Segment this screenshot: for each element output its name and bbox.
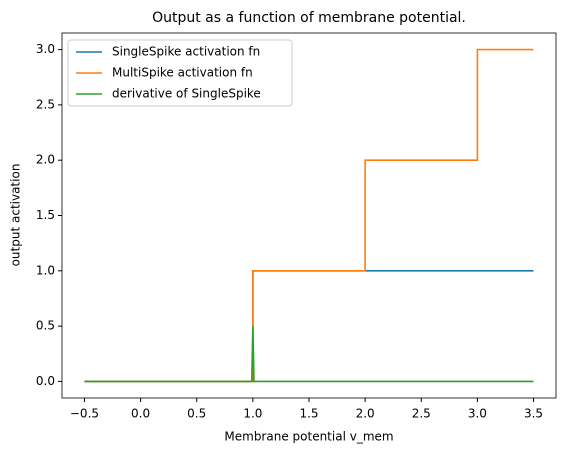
x-tick-label: 3.5 [524, 407, 543, 421]
legend-label: SingleSpike activation fn [112, 45, 260, 59]
y-tick-label: 1.0 [36, 263, 55, 277]
series-line [84, 270, 534, 383]
legend-label: MultiSpike activation fn [112, 66, 253, 80]
y-tick-label: 0.0 [36, 374, 55, 388]
x-tick-label: 0.5 [187, 407, 206, 421]
y-tick-label: 0.5 [36, 319, 55, 333]
x-tick-label: 3.0 [468, 407, 487, 421]
chart-title: Output as a function of membrane potenti… [152, 10, 466, 26]
x-tick-label: 0.0 [131, 407, 150, 421]
y-axis-label: output activation [9, 164, 23, 267]
x-axis-label: Membrane potential v_mem [224, 430, 393, 444]
x-tick-label: 2.0 [356, 407, 375, 421]
x-tick-label: 1.0 [243, 407, 262, 421]
plot-frame [61, 32, 557, 399]
series-line [84, 326, 534, 383]
y-tick-label: 2.5 [36, 97, 55, 111]
y-tick-label: 1.5 [36, 208, 55, 222]
y-tick-label: 3.0 [36, 42, 55, 56]
legend-box [67, 39, 293, 107]
x-tick-label: 1.5 [299, 407, 318, 421]
x-tick-label: 2.5 [412, 407, 431, 421]
y-tick-label: 2.0 [36, 153, 55, 167]
x-tick-label: −0.5 [70, 407, 99, 421]
legend-label: derivative of SingleSpike [112, 87, 261, 101]
